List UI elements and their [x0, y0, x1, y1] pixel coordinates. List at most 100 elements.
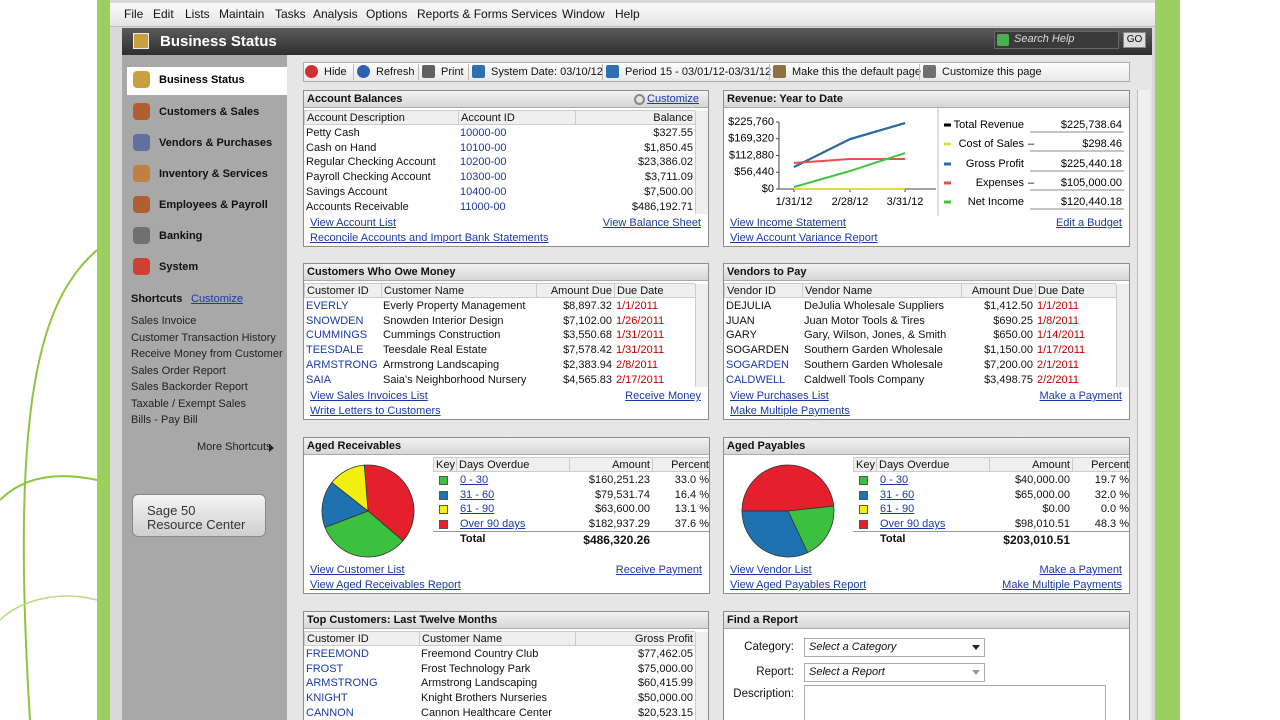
shortcut-link[interactable]: Customer Transaction History: [131, 331, 276, 344]
column-header[interactable]: Amount Due: [961, 284, 1035, 298]
table-cell[interactable]: KNIGHT: [306, 692, 348, 705]
table-cell[interactable]: TEESDALE: [306, 344, 364, 357]
panel-link[interactable]: Reconcile Accounts and Import Bank State…: [310, 232, 549, 244]
table-cell[interactable]: DEJULIA: [726, 300, 772, 312]
table-cell[interactable]: CALDWELL: [726, 373, 786, 386]
menu-item[interactable]: Maintain: [219, 7, 265, 21]
toolbar-button[interactable]: Print: [441, 66, 464, 78]
table-cell[interactable]: Petty Cash: [306, 127, 360, 139]
select-box[interactable]: Select a Category: [804, 638, 985, 657]
menu-item[interactable]: Lists: [185, 7, 210, 21]
range-link[interactable]: 0 - 30: [880, 474, 909, 486]
table-scrollbar[interactable]: [695, 284, 708, 388]
menu-item[interactable]: Window: [562, 7, 605, 21]
panel-link[interactable]: Edit a Budget: [1055, 217, 1122, 229]
shortcut-link[interactable]: Sales Order Report: [131, 364, 226, 377]
panel-link[interactable]: Receive Payment: [615, 564, 702, 576]
toolbar-button[interactable]: Make this the default page: [792, 66, 922, 78]
toolbar-button[interactable]: Hide: [324, 66, 347, 78]
menu-item[interactable]: Tasks: [275, 7, 306, 21]
nav-item[interactable]: Vendors & Purchases: [159, 137, 273, 149]
table-cell[interactable]: FREEMOND: [306, 648, 369, 660]
table-cell[interactable]: CUMMINGS: [306, 329, 368, 342]
column-header[interactable]: Amount: [569, 458, 652, 472]
menu-item[interactable]: File: [124, 7, 144, 21]
column-header[interactable]: Customer ID: [304, 632, 419, 646]
range-link[interactable]: 61 - 90: [880, 503, 915, 516]
table-cell[interactable]: ARMSTRONG: [306, 677, 378, 690]
panel-link[interactable]: View Customer List: [310, 564, 405, 576]
column-header[interactable]: Days Overdue: [876, 458, 989, 472]
toolbar-button[interactable]: System Date: 03/10/12: [491, 66, 603, 78]
menu-item[interactable]: Reports & Forms: [417, 7, 508, 21]
panel-link[interactable]: Make a Payment: [1039, 564, 1122, 576]
shortcut-link[interactable]: Bills - Pay Bill: [131, 414, 198, 426]
nav-item[interactable]: Customers & Sales: [159, 106, 260, 118]
shortcut-link[interactable]: Receive Money from Customer: [131, 348, 283, 360]
search-placeholder[interactable]: Search Help: [1014, 33, 1075, 45]
shortcut-link[interactable]: Sales Invoice: [131, 315, 197, 327]
panel-link[interactable]: View Purchases List: [730, 390, 829, 402]
table-cell[interactable]: EVERLY: [306, 300, 349, 312]
nav-item[interactable]: Banking: [159, 230, 203, 242]
panel-link[interactable]: Receive Money: [625, 390, 701, 402]
range-link[interactable]: 0 - 30: [460, 474, 489, 486]
table-cell[interactable]: Regular Checking Account: [306, 156, 436, 169]
menu-item[interactable]: Edit: [153, 7, 174, 21]
toolbar-button[interactable]: Period 15 - 03/01/12-03/31/12: [625, 66, 772, 78]
menu-item[interactable]: Help: [615, 7, 640, 21]
column-header[interactable]: Days Overdue: [456, 458, 569, 472]
shortcut-link[interactable]: Taxable / Exempt Sales: [131, 397, 246, 410]
table-cell[interactable]: Payroll Checking Account: [306, 171, 431, 184]
menu-item[interactable]: Services: [511, 7, 558, 21]
panel-link[interactable]: Make a Payment: [1039, 390, 1122, 402]
table-cell[interactable]: SOGARDEN: [726, 358, 789, 371]
column-header[interactable]: Vendor ID: [724, 284, 802, 298]
column-header[interactable]: Customer Name: [419, 632, 575, 646]
column-header[interactable]: Percent: [652, 458, 709, 472]
column-header[interactable]: Percent: [1072, 458, 1129, 472]
column-header[interactable]: Customer ID: [304, 284, 381, 298]
panel-link[interactable]: Make Multiple Payments: [730, 405, 850, 417]
resource-center-button[interactable]: Sage 50 Resource Center: [132, 494, 266, 537]
column-header[interactable]: Due Date: [1035, 284, 1116, 298]
table-cell[interactable]: ARMSTRONG: [306, 358, 378, 371]
menu-item[interactable]: Analysis: [313, 7, 358, 21]
toolbar-button[interactable]: Refresh: [376, 66, 415, 78]
range-link[interactable]: Over 90 days: [880, 518, 946, 531]
toolbar-button[interactable]: Customize this page: [942, 66, 1042, 78]
column-header[interactable]: Customer Name: [381, 284, 536, 298]
column-header[interactable]: Key: [853, 458, 876, 472]
panel-link[interactable]: View Vendor List: [730, 564, 812, 576]
panel-link[interactable]: View Aged Receivables Report: [310, 579, 461, 591]
table-cell[interactable]: GARY: [726, 329, 757, 342]
range-link[interactable]: 61 - 90: [460, 503, 495, 516]
column-header[interactable]: Gross Profit: [575, 632, 695, 646]
panel-link[interactable]: View Sales Invoices List: [310, 390, 428, 402]
panel-link[interactable]: View Balance Sheet: [602, 217, 701, 229]
table-scrollbar[interactable]: [695, 111, 708, 215]
table-scrollbar[interactable]: [1116, 284, 1129, 388]
panel-link[interactable]: Make Multiple Payments: [1002, 579, 1122, 591]
table-cell[interactable]: CANNON: [306, 706, 354, 719]
description-box[interactable]: [804, 685, 1106, 720]
table-cell[interactable]: Accounts Receivable: [306, 200, 409, 213]
shortcut-link[interactable]: Sales Backorder Report: [131, 381, 248, 393]
go-button[interactable]: GO: [1123, 32, 1146, 48]
column-header[interactable]: Account ID: [458, 111, 575, 125]
table-scrollbar[interactable]: [695, 632, 708, 720]
table-cell[interactable]: JUAN: [726, 314, 755, 327]
customize-link[interactable]: Customize: [647, 93, 699, 105]
select-box[interactable]: Select a Report: [804, 663, 985, 682]
panel-link[interactable]: View Income Statement: [730, 217, 846, 229]
range-link[interactable]: 31 - 60: [880, 488, 915, 501]
range-link[interactable]: 31 - 60: [460, 488, 495, 501]
menu-item[interactable]: Options: [366, 7, 408, 21]
table-cell[interactable]: SAIA: [306, 373, 332, 386]
panel-link[interactable]: View Account Variance Report: [730, 232, 878, 244]
panel-link[interactable]: View Account List: [310, 217, 397, 229]
column-header[interactable]: Amount Due: [536, 284, 614, 298]
nav-item[interactable]: System: [159, 261, 199, 273]
nav-item[interactable]: Business Status: [159, 74, 245, 86]
table-cell[interactable]: Savings Account: [306, 185, 388, 198]
